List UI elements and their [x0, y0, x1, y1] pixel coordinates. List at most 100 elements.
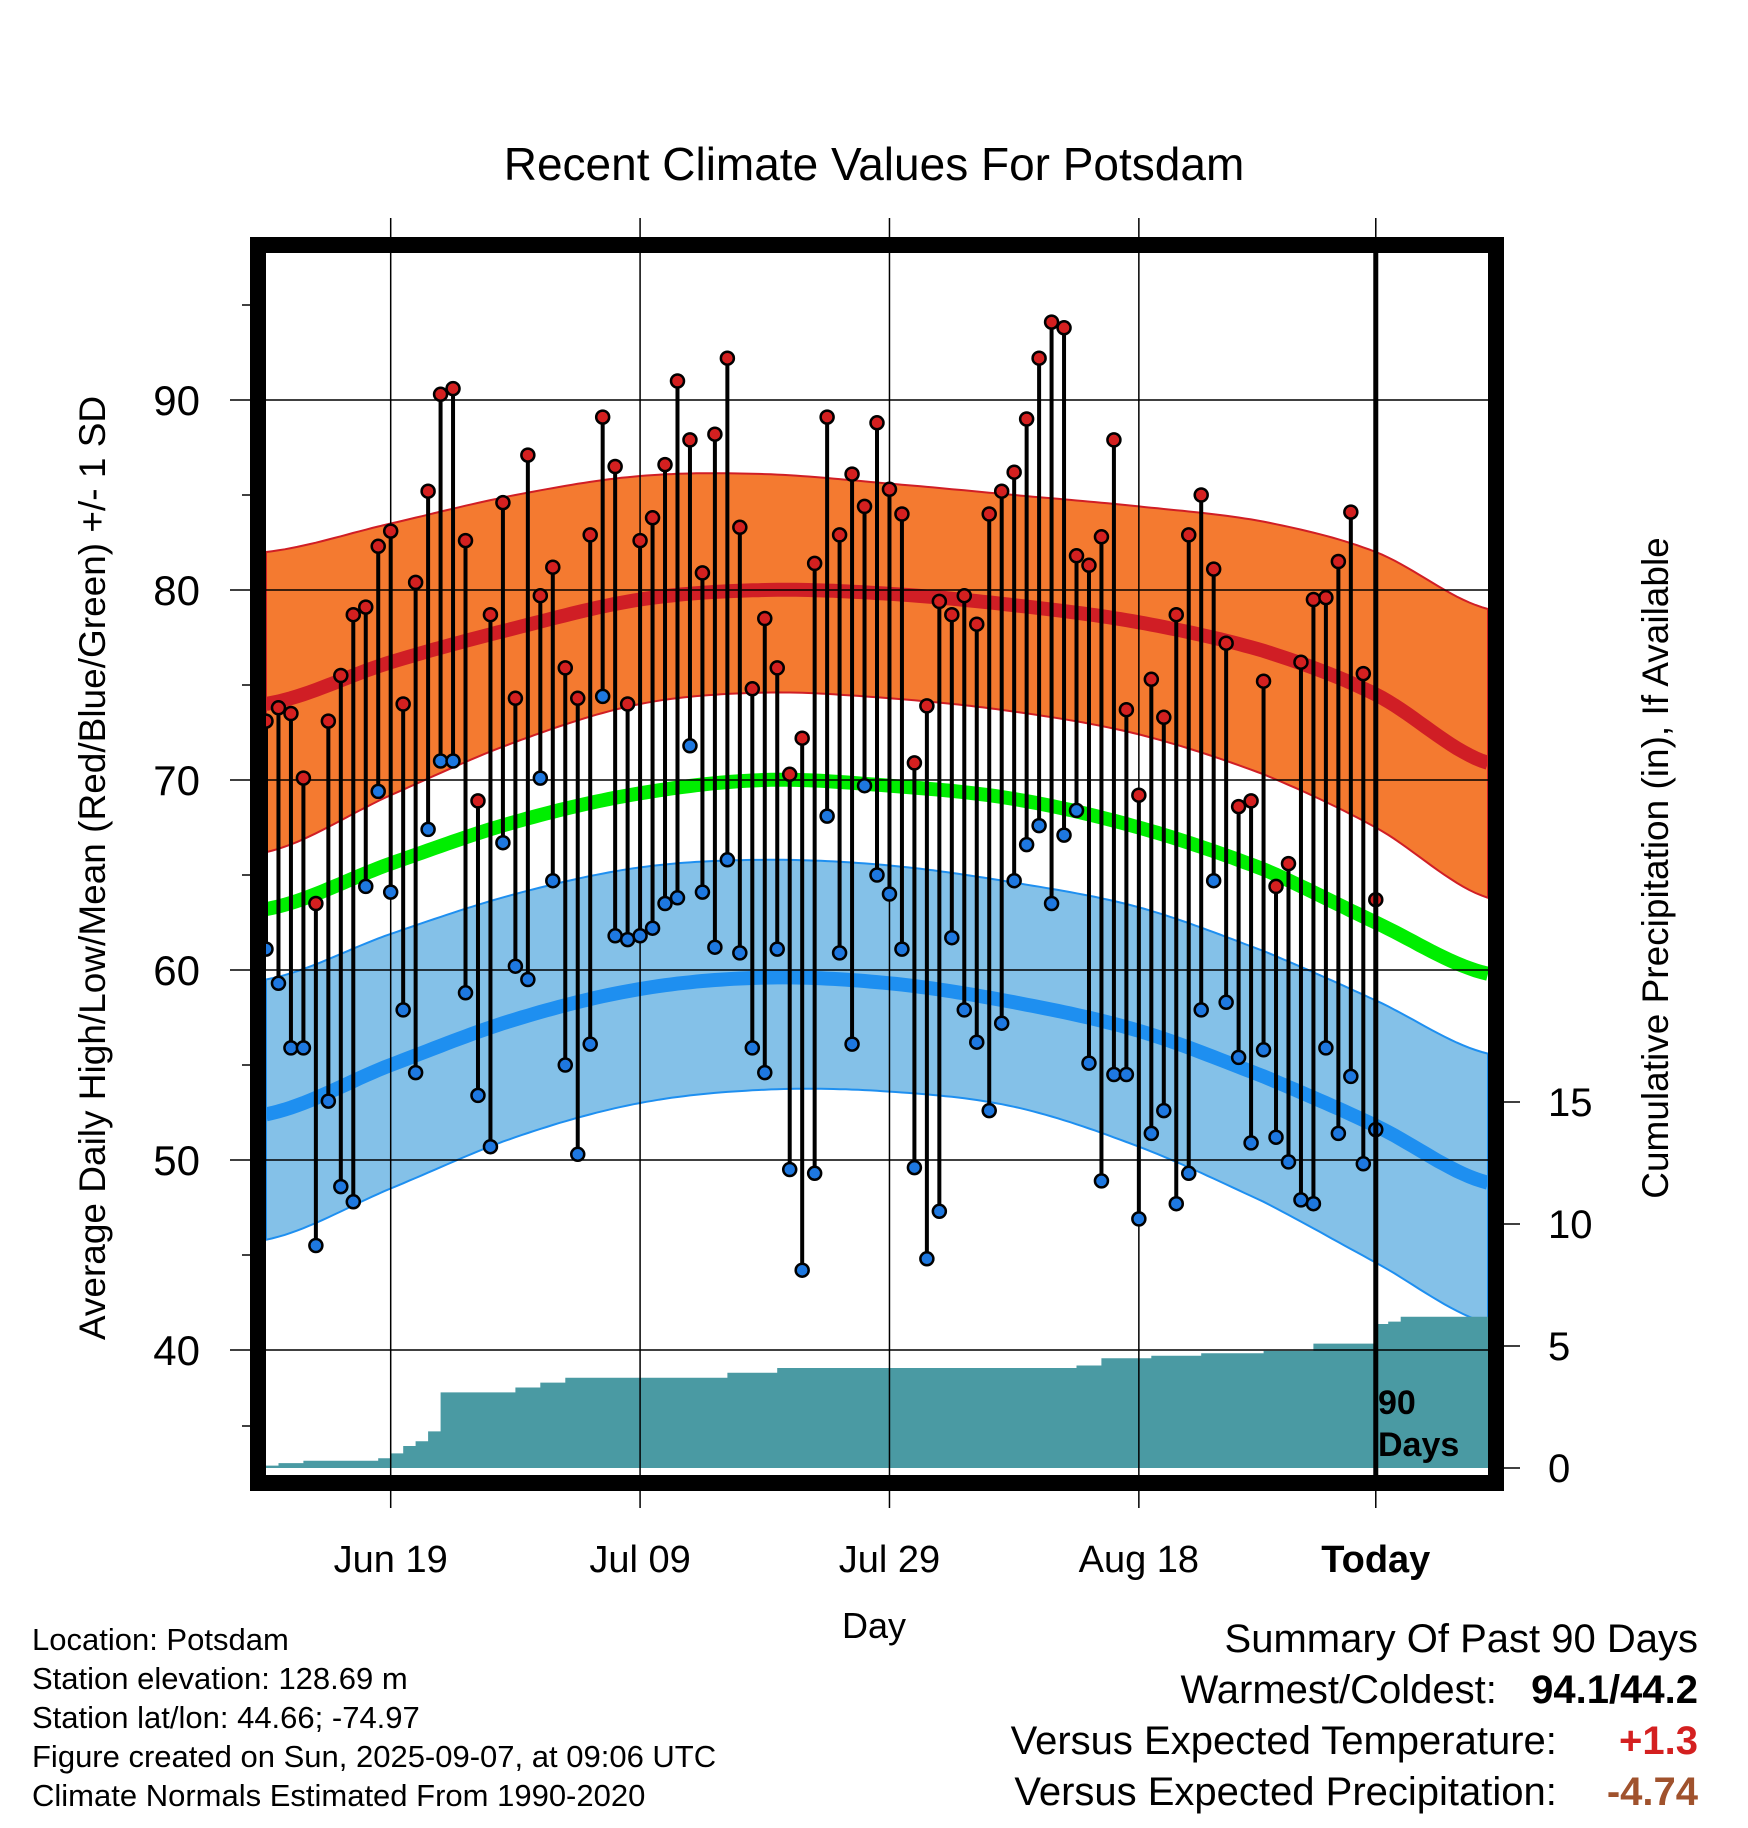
high-point-33 [669, 373, 686, 389]
summary-panel: Summary Of Past 90 Days Warmest/Coldest:… [1011, 1614, 1698, 1818]
high-point-49 [869, 415, 885, 431]
y-tick-label-5: 90 [153, 377, 200, 424]
p-tick-label-0: 0 [1548, 1447, 1570, 1491]
y-tick-label-2: 60 [153, 947, 200, 994]
low-point-77 [1218, 994, 1234, 1011]
low-point-61 [1018, 836, 1035, 853]
high-point-38 [732, 519, 748, 536]
y-tick-label-4: 80 [153, 567, 200, 614]
high-point-24 [557, 660, 574, 676]
y-axis-label: Average Daily High/Low/Mean (Red/Blue/Gr… [72, 396, 113, 1340]
summary-warm-cold: Warmest/Coldest: 94.1/44.2 [1011, 1665, 1699, 1716]
high-point-55 [944, 606, 960, 623]
low-point-26 [582, 1036, 598, 1052]
low-point-75 [1193, 1002, 1209, 1018]
high-point-54 [931, 593, 948, 610]
x-tick-label-3: Aug 18 [1079, 1539, 1199, 1581]
high-point-39 [744, 681, 761, 697]
high-point-22 [532, 587, 549, 604]
low-point-53 [919, 1251, 935, 1267]
high-point-42 [781, 766, 798, 783]
low-point-51 [894, 941, 910, 957]
high-point-37 [719, 350, 736, 366]
low-point-12 [407, 1064, 424, 1081]
high-point-71 [1143, 671, 1160, 688]
high-point-4 [308, 895, 324, 912]
low-point-88 [1355, 1156, 1372, 1172]
station-info: Location: Potsdam Station elevation: 128… [32, 1620, 716, 1815]
low-point-83 [1293, 1192, 1309, 1208]
high-point-52 [906, 755, 923, 771]
low-point-68 [1106, 1066, 1122, 1083]
low-point-80 [1255, 1042, 1272, 1058]
high-point-60 [1006, 464, 1022, 480]
high-point-83 [1293, 654, 1309, 670]
high-point-18 [482, 606, 499, 623]
low-point-32 [657, 895, 673, 912]
high-point-1 [270, 700, 287, 716]
low-point-28 [607, 928, 623, 944]
high-point-11 [395, 696, 411, 712]
high-point-62 [1031, 350, 1047, 366]
high-point-58 [981, 506, 997, 522]
low-point-59 [993, 1015, 1010, 1031]
low-point-21 [520, 971, 536, 988]
low-point-84 [1305, 1195, 1322, 1212]
low-point-86 [1330, 1125, 1347, 1142]
low-point-36 [707, 939, 723, 955]
p-tick-label-1: 5 [1548, 1325, 1570, 1369]
low-point-81 [1268, 1129, 1284, 1145]
low-point-49 [869, 867, 885, 883]
high-point-6 [333, 667, 349, 684]
high-point-66 [1081, 557, 1097, 574]
low-point-7 [345, 1194, 362, 1210]
high-point-73 [1168, 606, 1185, 623]
low-point-13 [420, 821, 436, 838]
high-point-9 [370, 538, 386, 555]
chart-title: Recent Climate Values For Potsdam [504, 138, 1245, 190]
low-point-2 [283, 1040, 299, 1056]
location-text: Location: Potsdam [32, 1622, 289, 1657]
low-point-5 [320, 1093, 337, 1109]
low-point-54 [931, 1203, 948, 1220]
summary-temp: Versus Expected Temperature: +1.3 [1011, 1716, 1698, 1767]
low-point-85 [1318, 1040, 1334, 1056]
high-point-29 [619, 696, 636, 712]
temp-label: Versus Expected Temperature: [1010, 1719, 1557, 1763]
high-point-10 [382, 523, 399, 539]
high-point-27 [594, 409, 611, 425]
normal-low-line [264, 970, 1490, 1190]
high-point-12 [407, 574, 424, 591]
high-point-30 [632, 532, 648, 549]
low-point-42 [781, 1161, 798, 1178]
low-point-71 [1143, 1125, 1160, 1142]
low-point-82 [1280, 1154, 1297, 1170]
high-point-87 [1343, 504, 1359, 520]
y-tick-label-1: 50 [153, 1137, 200, 1184]
low-point-25 [569, 1146, 586, 1163]
high-point-13 [420, 483, 436, 499]
low-point-78 [1230, 1049, 1247, 1066]
high-point-28 [607, 458, 623, 475]
low-point-41 [769, 941, 785, 957]
high-point-70 [1131, 787, 1147, 803]
low-point-34 [682, 738, 698, 754]
low-point-74 [1180, 1165, 1197, 1182]
low-point-37 [719, 852, 736, 868]
precip-label: Versus Expected Precipitation: [1014, 1770, 1557, 1814]
low-point-40 [757, 1064, 773, 1081]
summary-precip: Versus Expected Precipitation: -4.74 [1011, 1767, 1698, 1818]
low-point-3 [295, 1040, 312, 1056]
low-point-63 [1043, 895, 1060, 912]
high-point-23 [545, 559, 561, 575]
high-point-35 [694, 565, 711, 581]
today-marker-label-2: Days [1378, 1426, 1459, 1464]
low-point-56 [956, 1002, 973, 1018]
summary-title: Summary Of Past 90 Days [1224, 1617, 1698, 1661]
low-point-14 [432, 753, 449, 769]
high-point-20 [507, 690, 524, 707]
low-point-67 [1093, 1173, 1110, 1189]
high-point-81 [1268, 878, 1284, 895]
p-tick-label-2: 10 [1548, 1203, 1593, 1247]
